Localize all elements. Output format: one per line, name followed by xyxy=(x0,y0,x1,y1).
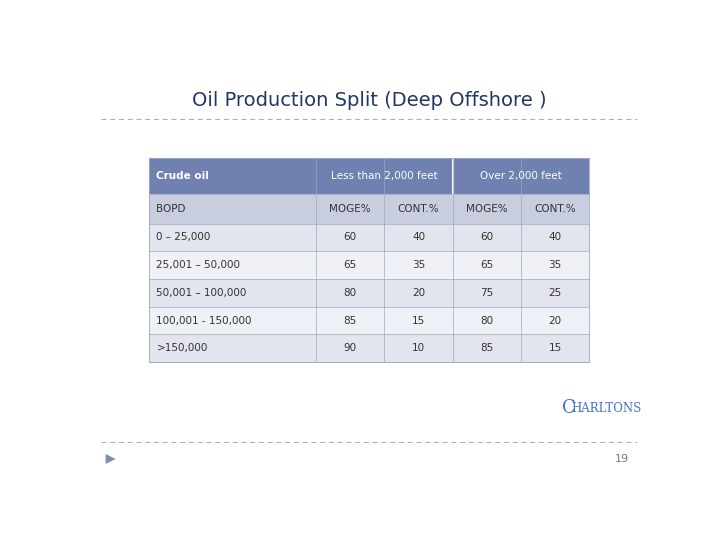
Text: 60: 60 xyxy=(480,233,493,242)
Text: Less than 2,000 feet: Less than 2,000 feet xyxy=(331,171,438,181)
Bar xyxy=(521,307,590,334)
Bar xyxy=(384,224,453,251)
Text: Oil Production Split (Deep Offshore ): Oil Production Split (Deep Offshore ) xyxy=(192,91,546,110)
Text: 100,001 - 150,000: 100,001 - 150,000 xyxy=(156,315,252,326)
Bar xyxy=(521,194,590,224)
Text: Crude oil: Crude oil xyxy=(156,171,210,181)
Text: CONT.%: CONT.% xyxy=(397,204,439,214)
Text: 65: 65 xyxy=(343,260,357,270)
Text: 65: 65 xyxy=(480,260,493,270)
Bar xyxy=(453,251,521,279)
Bar xyxy=(316,251,384,279)
Bar xyxy=(453,279,521,307)
Bar xyxy=(316,334,384,362)
Bar xyxy=(521,251,590,279)
Text: 20: 20 xyxy=(412,288,425,298)
Text: BOPD: BOPD xyxy=(156,204,186,214)
Text: CONT.%: CONT.% xyxy=(534,204,576,214)
Text: 85: 85 xyxy=(343,315,357,326)
Bar xyxy=(384,334,453,362)
Bar xyxy=(148,279,316,307)
Bar xyxy=(148,251,316,279)
Text: 40: 40 xyxy=(549,233,562,242)
Text: 35: 35 xyxy=(549,260,562,270)
Bar xyxy=(521,279,590,307)
Text: 10: 10 xyxy=(412,343,425,353)
Polygon shape xyxy=(106,454,116,464)
Text: 85: 85 xyxy=(480,343,493,353)
Text: Over 2,000 feet: Over 2,000 feet xyxy=(480,171,562,181)
Text: 0 – 25,000: 0 – 25,000 xyxy=(156,233,211,242)
Text: 25,001 – 50,000: 25,001 – 50,000 xyxy=(156,260,240,270)
Text: C: C xyxy=(562,399,575,417)
Bar xyxy=(453,194,521,224)
Bar xyxy=(148,334,316,362)
Bar xyxy=(148,224,316,251)
Bar xyxy=(521,224,590,251)
Bar xyxy=(384,194,453,224)
Bar xyxy=(316,158,453,194)
Text: 60: 60 xyxy=(343,233,357,242)
Text: MOGE%: MOGE% xyxy=(466,204,508,214)
Bar xyxy=(453,334,521,362)
Text: 50,001 – 100,000: 50,001 – 100,000 xyxy=(156,288,247,298)
Bar xyxy=(148,307,316,334)
Text: MOGE%: MOGE% xyxy=(330,204,371,214)
Bar xyxy=(453,307,521,334)
Text: 25: 25 xyxy=(549,288,562,298)
Bar xyxy=(316,224,384,251)
Text: 15: 15 xyxy=(412,315,426,326)
Text: 40: 40 xyxy=(412,233,425,242)
Bar xyxy=(453,158,590,194)
Bar xyxy=(316,194,384,224)
Text: 80: 80 xyxy=(343,288,357,298)
Text: >150,000: >150,000 xyxy=(156,343,208,353)
Bar xyxy=(148,158,316,194)
Text: HARLTONS: HARLTONS xyxy=(572,402,642,415)
Text: 15: 15 xyxy=(549,343,562,353)
Bar xyxy=(384,279,453,307)
Text: 19: 19 xyxy=(614,454,629,464)
Bar xyxy=(316,279,384,307)
Bar xyxy=(384,307,453,334)
Bar xyxy=(521,334,590,362)
Bar xyxy=(453,224,521,251)
Text: 35: 35 xyxy=(412,260,426,270)
Text: 90: 90 xyxy=(343,343,357,353)
Text: 20: 20 xyxy=(549,315,562,326)
Bar xyxy=(384,251,453,279)
Bar xyxy=(148,194,316,224)
Bar xyxy=(316,307,384,334)
Text: 80: 80 xyxy=(480,315,493,326)
Text: 75: 75 xyxy=(480,288,493,298)
